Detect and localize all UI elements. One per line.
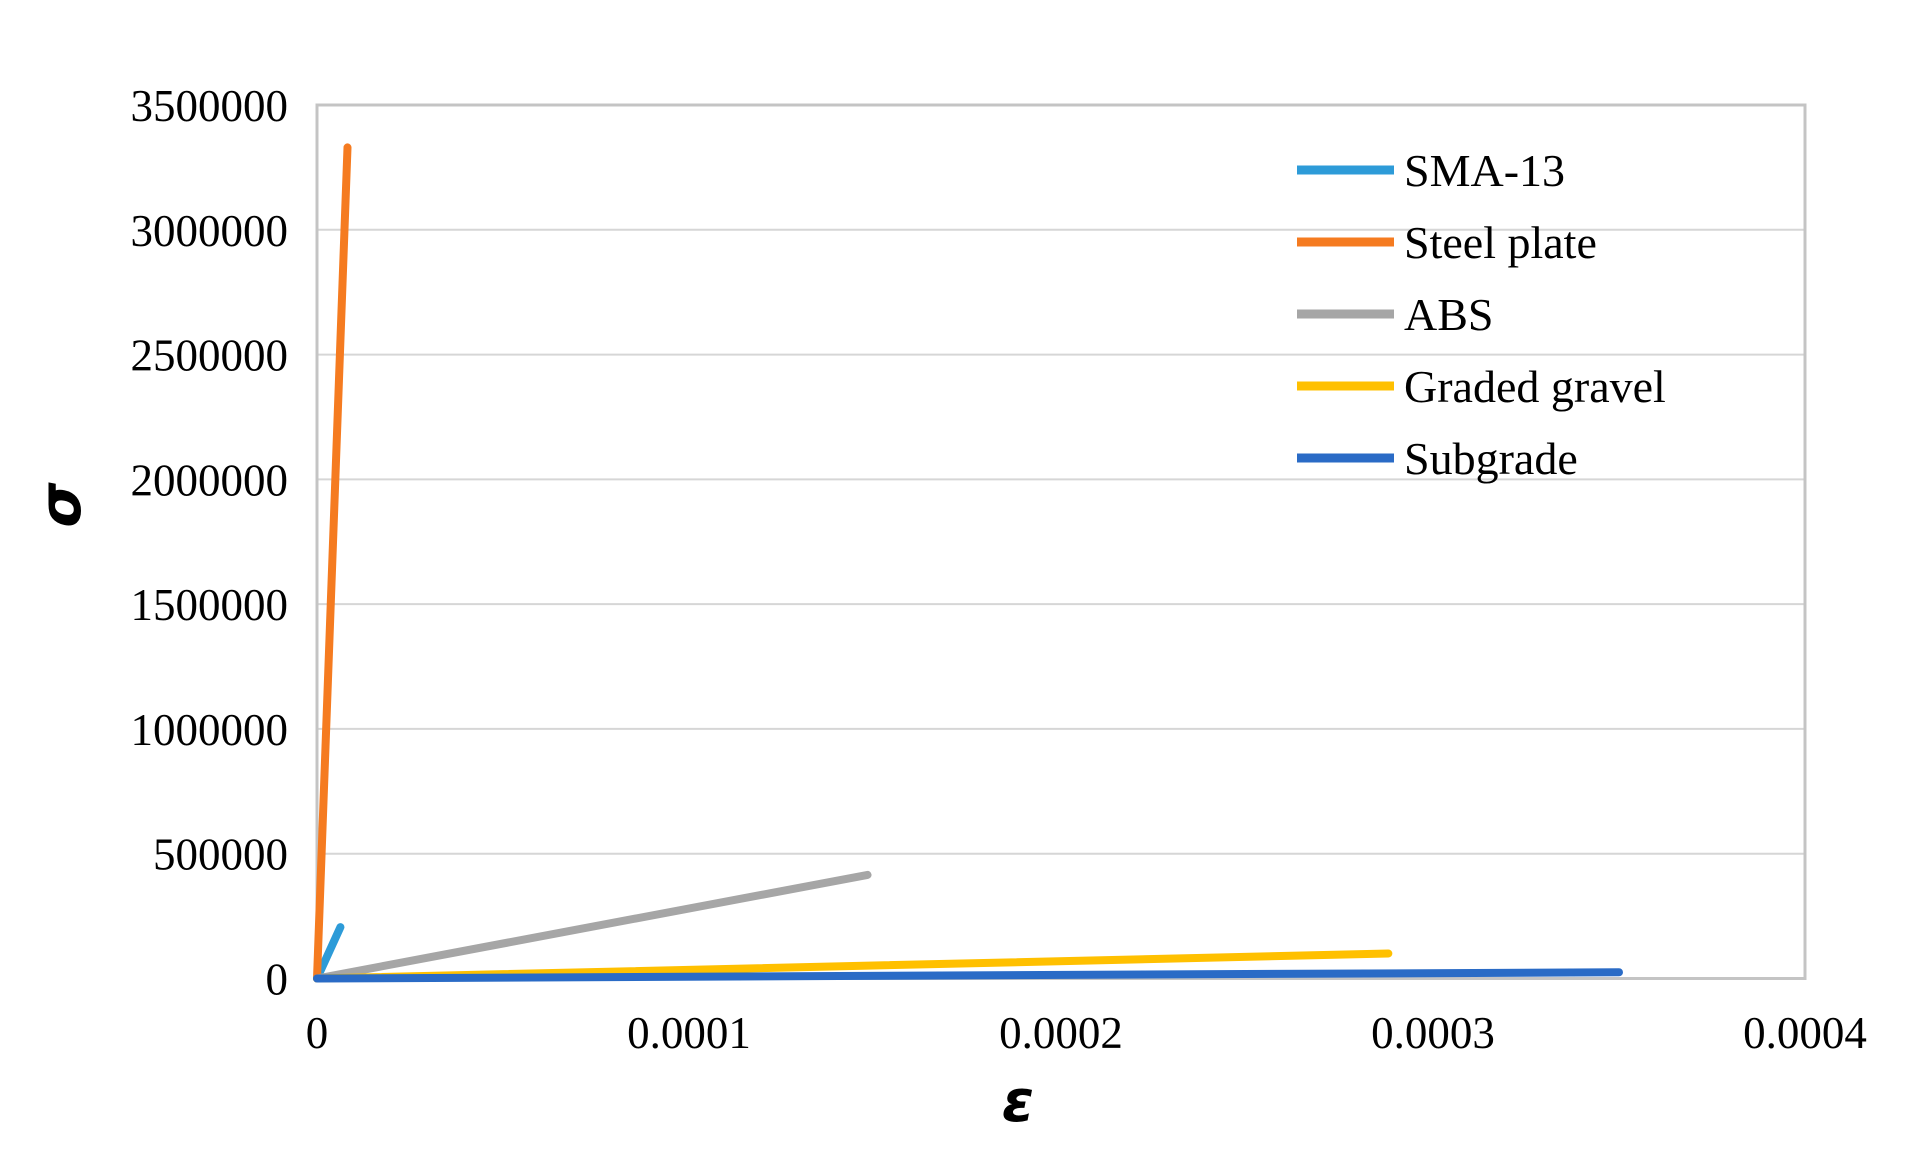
series-line-subgrade (313, 968, 1623, 983)
series-line-abs (313, 870, 872, 983)
legend-label-subgrade: Subgrade (1404, 433, 1578, 484)
y-tick-label-3: 1500000 (131, 580, 289, 630)
x-tick-label-1: 0.0001 (627, 1008, 751, 1058)
x-tick-label-4: 0.0004 (1743, 1008, 1867, 1058)
y-tick-label-7: 3500000 (131, 81, 289, 131)
x-tick-label-3: 0.0003 (1371, 1008, 1495, 1058)
x-tick-label-0: 0 (306, 1008, 329, 1058)
legend-label-steel-plate: Steel plate (1404, 217, 1597, 268)
gridlines-layer (317, 228, 1805, 855)
y-tick-label-0: 0 (266, 955, 289, 1005)
legend: SMA-13 Steel plate ABS Graded gravel Subgrad… (1297, 145, 1666, 484)
legend-label-abs: ABS (1404, 289, 1493, 340)
y-axis-title: σ (26, 482, 94, 528)
legend-label-graded-gravel: Graded gravel (1404, 361, 1666, 412)
y-axis-tick-labels: 0 500000 1000000 1500000 2000000 2500000 30000… (131, 81, 289, 1005)
y-tick-label-6: 3000000 (131, 206, 289, 256)
x-axis-tick-labels: 0 0.0001 0.0002 0.0003 0.0004 (306, 1008, 1867, 1058)
data-series-layer (313, 143, 1623, 983)
y-tick-label-2: 1000000 (131, 705, 289, 755)
x-tick-label-2: 0.0002 (999, 1008, 1123, 1058)
x-axis-title: ε (1002, 1067, 1034, 1135)
y-tick-label-1: 500000 (153, 830, 288, 880)
y-tick-label-4: 2000000 (131, 455, 289, 505)
y-tick-label-5: 2500000 (131, 331, 289, 381)
series-line-steel-plate (313, 143, 352, 983)
legend-label-sma-13: SMA-13 (1404, 145, 1565, 196)
